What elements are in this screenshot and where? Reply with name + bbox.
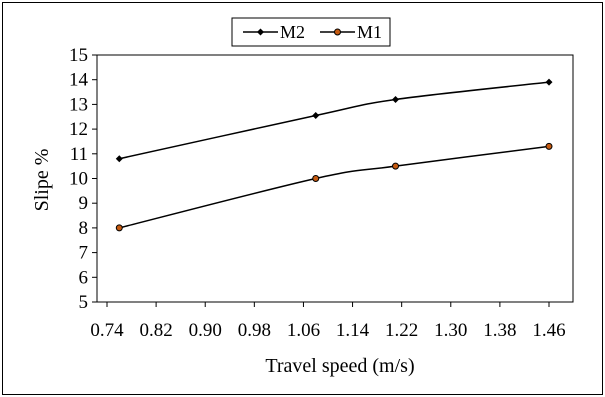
- x-axis-ticks: 0.74 0.82 0.90 0.98 1.06 1.14 1.22 1.30 1.38 1.46: [90, 302, 566, 341]
- legend-label-m1: M1: [357, 22, 382, 42]
- x-tick-label: 1.06: [287, 320, 320, 341]
- y-tick-label: 8: [79, 218, 89, 239]
- data-point-m1: [545, 142, 553, 150]
- data-point-m1: [312, 175, 320, 182]
- series-line-m2: [119, 81, 550, 160]
- x-tick-label: 0.74: [90, 320, 124, 341]
- data-point-m1: [392, 162, 400, 170]
- legend-marker-m1: [334, 28, 341, 36]
- data-point-m2: [115, 155, 123, 163]
- x-tick-label: 1.46: [532, 320, 565, 341]
- data-point-m2: [392, 95, 400, 103]
- y-tick-label: 14: [69, 70, 89, 91]
- x-axis-label: Travel speed (m/s): [265, 355, 414, 377]
- series-line-m1: [119, 145, 550, 229]
- y-tick-label: 9: [79, 193, 89, 214]
- y-tick-label: 12: [69, 119, 88, 140]
- x-tick-label: 0.90: [189, 320, 222, 341]
- legend: M2 M1: [231, 17, 391, 47]
- x-tick-label: 1.30: [434, 320, 467, 341]
- y-axis-label: Slipe %: [31, 149, 53, 212]
- x-tick-label: 1.14: [336, 320, 370, 341]
- y-tick-label: 15: [69, 45, 88, 66]
- x-tick-label: 1.38: [483, 320, 516, 341]
- y-tick-label: 5: [79, 292, 89, 313]
- x-tick-label: 0.82: [139, 320, 172, 341]
- y-tick-label: 10: [69, 169, 88, 190]
- x-tick-label: 1.22: [385, 320, 418, 341]
- y-tick-label: 7: [79, 243, 89, 264]
- series-layer: [115, 78, 553, 232]
- y-tick-label: 6: [79, 267, 89, 288]
- data-point-m1: [115, 224, 123, 232]
- data-point-m2: [545, 78, 553, 86]
- y-tick-label: 13: [69, 94, 88, 115]
- legend-label-m2: M2: [280, 22, 305, 42]
- legend-marker-m2: [257, 28, 264, 36]
- data-point-m2: [312, 112, 320, 120]
- x-tick-label: 0.98: [238, 320, 271, 341]
- y-tick-label: 11: [70, 144, 88, 165]
- y-axis-ticks: 5 6 7 8 9 10 11 12 13 14 15: [69, 45, 97, 313]
